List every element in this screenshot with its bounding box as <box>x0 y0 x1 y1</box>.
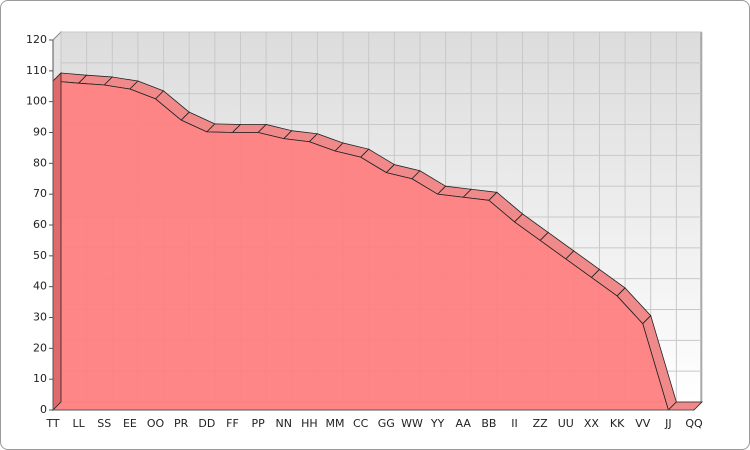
x-tick-label: PP <box>251 417 265 430</box>
x-tick-label: OO <box>147 417 165 430</box>
y-tick-label: 120 <box>26 33 47 46</box>
area <box>52 80 694 411</box>
y-tick-label: 90 <box>33 126 47 139</box>
x-tick-label: XX <box>584 417 600 430</box>
x-tick-label: II <box>511 417 518 430</box>
x-tick-label: PR <box>174 417 189 430</box>
x-tick-label: NN <box>276 417 292 430</box>
y-tick-label: 10 <box>33 372 47 385</box>
x-tick-label: CC <box>353 417 369 430</box>
x-tick-label: FF <box>226 417 239 430</box>
x-tick-label: GG <box>378 417 395 430</box>
x-tick-label: DD <box>198 417 215 430</box>
x-tick-label: MM <box>326 417 345 430</box>
x-tick-label: EE <box>123 417 137 430</box>
x-tick-label: SS <box>97 417 111 430</box>
y-tick-label: 0 <box>40 403 47 416</box>
y-tick-label: 100 <box>26 95 47 108</box>
y-tick-label: 30 <box>33 311 47 324</box>
x-tick-label: WW <box>401 417 423 430</box>
x-tick-label: UU <box>558 417 574 430</box>
x-tick-label: VV <box>635 417 651 430</box>
y-tick-label: 50 <box>33 249 47 262</box>
x-tick-label: QQ <box>685 417 703 430</box>
plot <box>52 72 703 411</box>
x-tick-label: TT <box>45 417 60 430</box>
y-tick-label: 70 <box>33 187 47 200</box>
x-tick-label: YY <box>430 417 445 430</box>
x-tick-label: LL <box>73 417 86 430</box>
y-tick-label: 80 <box>33 156 47 169</box>
area-left-edge <box>52 72 62 411</box>
x-tick-label: ZZ <box>533 417 549 430</box>
y-tick-label: 40 <box>33 280 47 293</box>
x-tick-label: AA <box>456 417 472 430</box>
x-tick-label: JJ <box>664 417 672 430</box>
x-tick-label: HH <box>301 417 318 430</box>
x-tick-label: KK <box>610 417 625 430</box>
y-tick-label: 110 <box>26 64 47 77</box>
x-tick-label: BB <box>481 417 496 430</box>
y-tick-label: 60 <box>33 218 47 231</box>
y-tick-label: 20 <box>33 341 47 354</box>
labels: 0 10 20 30 40 50 60 70 80 90 100 110 120 TT LL SS EE OO PR… <box>26 33 703 430</box>
